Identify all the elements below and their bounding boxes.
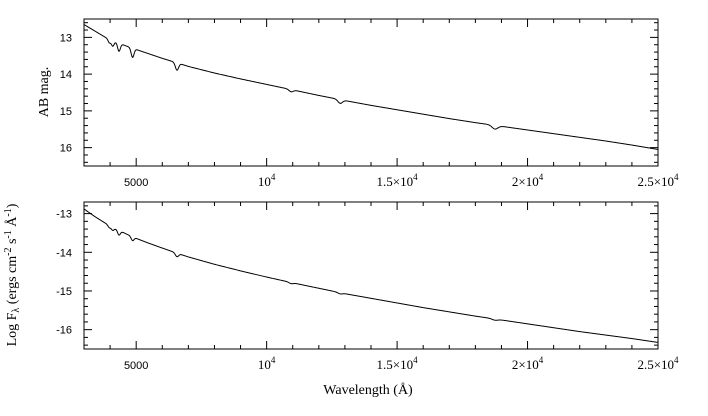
top-panel: 5000 104 1.5×104 2×104 2.5×104 13 14 15 16 [60,18,679,189]
bottom-panel: 5000 104 1.5×104 2×104 2.5×104 -13 -14 -15 -16 [56,201,679,372]
y-tick-label: -13 [56,209,72,221]
y-tick-label: -14 [56,247,72,259]
y-tick-label: 16 [60,143,72,155]
x-tick-label: 1.5×104 [377,355,419,372]
x-tick-label: 5000 [124,177,148,189]
x-tick-label: 2.5×104 [637,172,679,189]
x-tick-label: 104 [258,172,276,189]
x-tick-label: 2×104 [512,355,544,372]
plot-frame [83,18,659,167]
y-tick-label: -15 [56,286,72,298]
x-tick-label: 2×104 [512,172,544,189]
x-tick-label: 1.5×104 [377,172,419,189]
x-tick-label: 2.5×104 [637,355,679,372]
y-tick-label: 14 [60,69,72,81]
x-axis-label: Wavelength (Å) [323,382,413,398]
spectrum-line [83,24,659,150]
spectrum-line [83,208,659,343]
x-tick-label: 104 [258,355,276,372]
y-tick-label: 13 [60,32,72,44]
y-tick-label: 15 [60,106,72,118]
bottom-y-axis-label: Log Fλ (ergs cm-2 s-1 Å-1) [3,203,22,346]
plot-frame [83,201,659,350]
top-y-axis-label: AB mag. [37,67,52,118]
y-tick-label: -16 [56,325,72,337]
x-tick-label: 5000 [124,360,148,372]
